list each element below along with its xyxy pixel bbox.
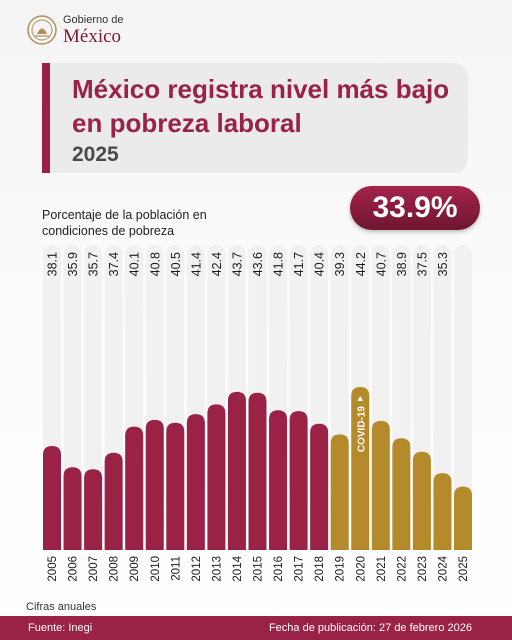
year-label-2008: 2008	[109, 556, 121, 582]
year-label-2018: 2018	[314, 556, 326, 582]
value-label-2022: 38.9	[395, 252, 409, 276]
year-label-2013: 2013	[211, 556, 223, 582]
value-label-2018: 40.4	[313, 252, 327, 276]
value-label-2007: 35.7	[87, 252, 101, 276]
year-label-2024: 2024	[437, 555, 449, 581]
value-label-2008: 37.4	[107, 252, 121, 276]
headline-line-2: en pobreza laboral	[72, 108, 302, 138]
bar-2008	[104, 452, 123, 550]
national-seal-icon	[27, 15, 57, 45]
year-label-2010: 2010	[150, 556, 162, 582]
year-label-2007: 2007	[88, 556, 100, 582]
chart-description-line-2: condiciones de pobreza	[42, 224, 175, 238]
year-label-2011: 2011	[170, 556, 182, 581]
bar-2015	[248, 392, 267, 550]
bar-2025	[454, 486, 472, 550]
bar-2018	[310, 423, 329, 550]
bar-2014	[227, 391, 246, 550]
value-label-2012: 41.4	[189, 252, 203, 276]
bar-2017	[289, 411, 308, 550]
value-label-2014: 43.7	[230, 252, 244, 276]
year-label-2009: 2009	[129, 556, 141, 582]
bar-2007	[84, 469, 103, 550]
bar-2016	[269, 410, 288, 550]
value-label-2009: 40.1	[128, 252, 142, 276]
bar-track-2025	[454, 245, 472, 550]
bar-2010	[145, 419, 164, 550]
year-label-2017: 2017	[294, 556, 306, 582]
value-label-2019: 39.3	[333, 252, 347, 276]
year-label-2020: 2020	[355, 556, 367, 582]
bar-2020	[351, 387, 370, 550]
bar-2019	[330, 434, 349, 550]
value-label-2013: 42.4	[210, 252, 224, 276]
bar-2013	[207, 404, 226, 550]
headline-line-1: México registra nivel más bajo	[72, 74, 450, 104]
bar-2006	[63, 467, 82, 550]
year-label-2014: 2014	[232, 555, 244, 581]
covid-annotation: COVID-19	[356, 406, 367, 453]
bar-2022	[392, 438, 411, 550]
year-label-2016: 2016	[273, 556, 285, 582]
value-label-2017: 41.7	[292, 252, 306, 276]
footer-bar: Fuente: Inegi Fecha de publicación: 27 d…	[0, 616, 512, 640]
value-label-2015: 43.6	[251, 252, 265, 276]
covid-marker-icon	[357, 396, 364, 401]
year-label-2019: 2019	[335, 556, 347, 582]
year-label-2012: 2012	[191, 556, 203, 582]
annual-figures-note: Cifras anuales	[26, 601, 97, 613]
value-label-2011: 40.5	[169, 252, 183, 276]
publication-date: Fecha de publicación: 27 de febrero 2026	[268, 622, 472, 634]
bar-2023	[412, 451, 431, 550]
highlight-value-badge: 33.9%	[350, 186, 480, 230]
value-label-2005: 38.1	[46, 252, 60, 276]
year-label-2023: 2023	[417, 556, 429, 582]
year-label-2005: 2005	[47, 556, 59, 582]
chart-description-line-1: Porcentaje de la población en	[42, 208, 207, 222]
bar-2005	[43, 446, 61, 550]
value-label-2024: 35.3	[436, 252, 450, 276]
headline-year: 2025	[72, 143, 119, 166]
year-label-2006: 2006	[68, 556, 80, 582]
bar-2009	[125, 426, 144, 550]
value-label-2006: 35.9	[66, 252, 80, 276]
value-label-2023: 37.5	[415, 252, 429, 276]
value-label-2020: 44.2	[354, 252, 368, 276]
bar-track-2024	[433, 245, 452, 550]
title-accent-bar	[42, 63, 50, 173]
bar-2011	[166, 422, 185, 550]
bar-2024	[433, 473, 452, 550]
chart-description: Porcentaje de la población en condicione…	[42, 207, 207, 239]
value-label-2010: 40.8	[148, 252, 162, 276]
value-label-2021: 40.7	[374, 252, 388, 276]
value-label-2016: 41.8	[272, 252, 286, 276]
year-label-2021: 2021	[376, 556, 388, 582]
year-label-2022: 2022	[396, 556, 408, 582]
source-text: Fuente: Inegi	[28, 622, 93, 634]
gobierno-logo: Gobierno de México	[26, 14, 124, 46]
year-label-2015: 2015	[253, 556, 265, 582]
logo-subtitle: Gobierno de	[63, 13, 124, 26]
bar-2012	[186, 414, 205, 550]
title-card: México registra nivel más bajo en pobrez…	[42, 63, 468, 173]
bar-2021	[371, 420, 390, 550]
year-label-2025: 2025	[458, 556, 470, 582]
logo-title: México	[63, 25, 122, 47]
